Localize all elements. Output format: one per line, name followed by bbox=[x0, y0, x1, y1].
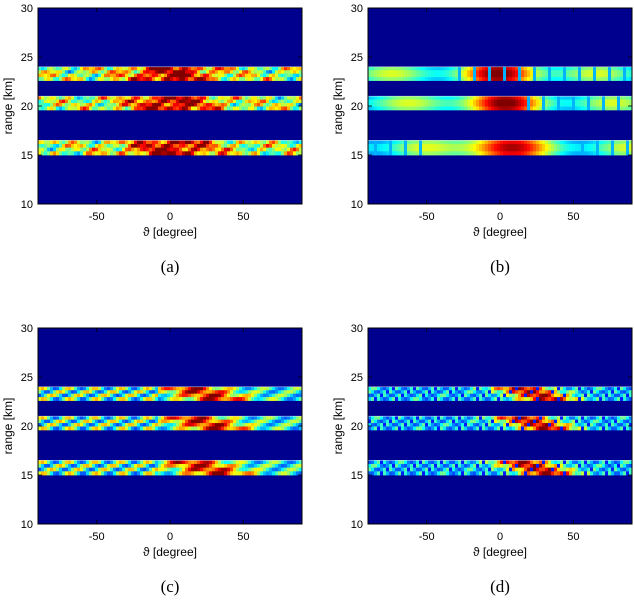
x-axis-label: ϑ [degree] bbox=[473, 225, 527, 239]
y-tick-label: 30 bbox=[351, 323, 363, 335]
x-tick-label: 50 bbox=[237, 531, 249, 543]
x-axis-label: ϑ [degree] bbox=[143, 225, 197, 239]
y-tick-label: 30 bbox=[21, 323, 33, 335]
y-tick-label: 10 bbox=[21, 519, 33, 531]
heatmap-band bbox=[38, 386, 303, 401]
heatmap-band bbox=[368, 415, 633, 431]
y-tick-label: 20 bbox=[21, 421, 33, 433]
heatmap-band bbox=[38, 95, 303, 111]
x-axis-label: ϑ [degree] bbox=[143, 545, 197, 559]
y-tick-label: 10 bbox=[351, 199, 363, 211]
y-tick-label: 10 bbox=[21, 199, 33, 211]
x-tick-label: -50 bbox=[419, 531, 435, 543]
y-tick-label: 15 bbox=[351, 150, 363, 162]
panel-caption: (c) bbox=[161, 577, 180, 596]
heatmap-band bbox=[38, 415, 303, 431]
heatmap-band bbox=[368, 140, 633, 156]
heatmap-band bbox=[368, 459, 633, 476]
x-tick-label: -50 bbox=[89, 531, 105, 543]
chart-panel: 10 15 20 25 30 -50 0 50 ϑ [degree] range [km] (d) bbox=[331, 323, 633, 596]
panel-caption: (a) bbox=[161, 257, 180, 276]
y-axis-label: range [km] bbox=[331, 78, 345, 135]
y-tick-label: 20 bbox=[21, 101, 33, 113]
panel-caption: (b) bbox=[490, 257, 510, 276]
y-tick-label: 25 bbox=[21, 52, 33, 64]
x-tick-label: -50 bbox=[89, 211, 105, 223]
heatmap-band bbox=[38, 140, 303, 156]
heatmap-band bbox=[368, 386, 633, 401]
heatmap-band bbox=[38, 66, 303, 81]
chart-panel: 10 15 20 25 30 -50 0 50 ϑ [degree] range [km] (a) bbox=[1, 3, 303, 276]
heatmap-band bbox=[368, 66, 633, 81]
y-tick-label: 30 bbox=[351, 3, 363, 15]
y-tick-label: 15 bbox=[21, 150, 33, 162]
y-tick-label: 25 bbox=[21, 372, 33, 384]
x-tick-label: -50 bbox=[419, 211, 435, 223]
panel-caption: (d) bbox=[490, 577, 510, 596]
y-tick-label: 25 bbox=[351, 52, 363, 64]
x-tick-label: 0 bbox=[167, 211, 173, 223]
y-tick-label: 20 bbox=[351, 421, 363, 433]
x-tick-label: 50 bbox=[567, 211, 579, 223]
x-tick-label: 50 bbox=[237, 211, 249, 223]
y-tick-label: 10 bbox=[351, 519, 363, 531]
chart-panel: 10 15 20 25 30 -50 0 50 ϑ [degree] range [km] (b) bbox=[331, 3, 633, 276]
x-tick-label: 50 bbox=[567, 531, 579, 543]
y-tick-label: 30 bbox=[21, 3, 33, 15]
y-tick-label: 15 bbox=[351, 470, 363, 482]
y-tick-label: 15 bbox=[21, 470, 33, 482]
y-tick-label: 25 bbox=[351, 372, 363, 384]
x-axis-label: ϑ [degree] bbox=[473, 545, 527, 559]
x-tick-label: 0 bbox=[497, 531, 503, 543]
chart-panel: 10 15 20 25 30 -50 0 50 ϑ [degree] range [km] (c) bbox=[1, 323, 303, 596]
heatmap-band bbox=[38, 459, 303, 476]
x-tick-label: 0 bbox=[167, 531, 173, 543]
y-axis-label: range [km] bbox=[1, 398, 15, 455]
y-axis-label: range [km] bbox=[331, 398, 345, 455]
x-tick-label: 0 bbox=[497, 211, 503, 223]
y-axis-label: range [km] bbox=[1, 78, 15, 135]
heatmap-band bbox=[368, 95, 633, 111]
y-tick-label: 20 bbox=[351, 101, 363, 113]
